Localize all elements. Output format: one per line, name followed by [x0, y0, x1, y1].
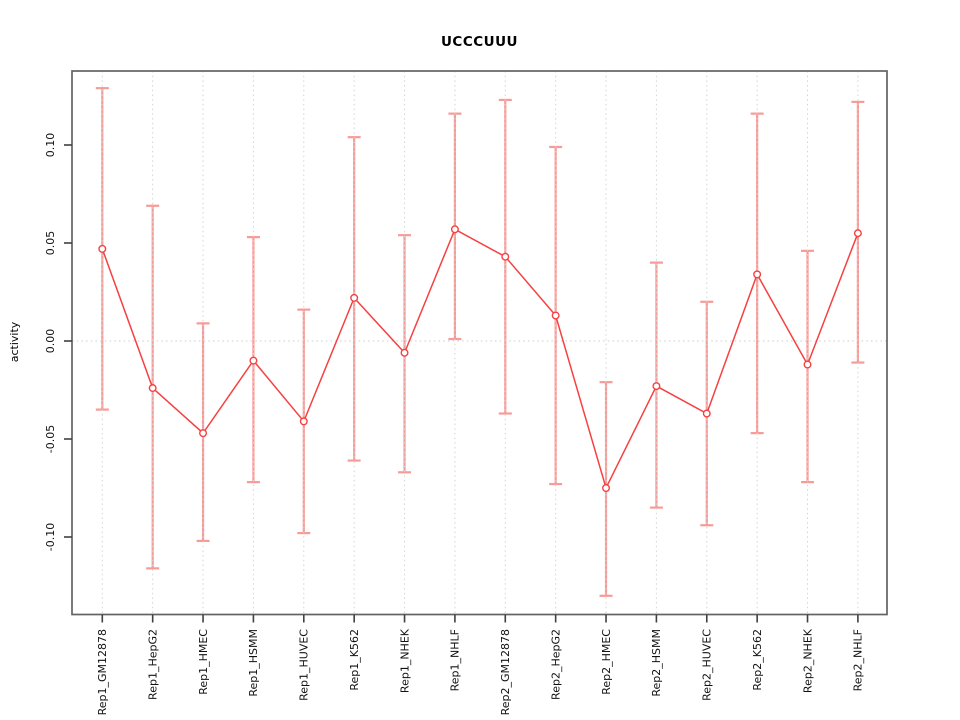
x-tick-label: Rep2_NHLF — [852, 629, 865, 691]
x-tick-label: Rep1_HMEC — [197, 629, 210, 695]
x-tick-label: Rep1_GM12878 — [96, 629, 109, 715]
data-point — [853, 229, 862, 238]
data-point — [299, 417, 308, 426]
x-tick-labels: Rep1_GM12878 Rep1_HepG2 Rep1_HMEC Rep1_HSMM… — [96, 628, 865, 715]
x-tick-label: Rep2_HMEC — [600, 629, 613, 695]
x-tick-label: Rep1_NHLF — [449, 629, 462, 691]
data-point — [450, 225, 459, 234]
data-point — [652, 382, 661, 391]
data-point — [400, 348, 409, 357]
y-tick-label: 0.00 — [44, 329, 57, 354]
data-points — [98, 225, 862, 493]
data-point — [350, 293, 359, 302]
x-tick-label: Rep1_HSMM — [247, 629, 260, 697]
data-point — [199, 429, 208, 438]
data-point — [98, 244, 107, 253]
x-tick-label: Rep2_K562 — [751, 629, 764, 691]
y-tick-label: 0.10 — [44, 133, 57, 158]
axis-ticks — [64, 144, 859, 623]
series-line — [101, 228, 859, 491]
y-tick-label: -0.05 — [44, 425, 57, 453]
x-tick-label: Rep2_HepG2 — [549, 629, 562, 700]
gridlines — [72, 71, 887, 615]
data-point — [753, 270, 762, 279]
y-tick-label: 0.05 — [44, 231, 57, 256]
x-tick-label: Rep1_K562 — [348, 629, 361, 691]
x-tick-label: Rep2_HSMM — [650, 629, 663, 697]
plot-box — [71, 70, 888, 616]
y-tick-labels: -0.10 -0.05 0.00 0.05 0.10 — [44, 133, 57, 551]
x-tick-label: Rep1_NHEK — [398, 628, 411, 693]
data-point — [249, 356, 258, 365]
x-tick-label: Rep2_GM12878 — [499, 629, 512, 715]
y-tick-label: -0.10 — [44, 523, 57, 551]
error-bars — [95, 87, 865, 597]
x-tick-label: Rep2_NHEK — [801, 628, 814, 693]
x-tick-label: Rep1_HUVEC — [298, 629, 311, 701]
chart-title: UCCCUUU — [440, 34, 519, 50]
data-point — [702, 409, 711, 418]
data-point — [803, 360, 812, 369]
data-point — [501, 252, 510, 261]
x-tick-label: Rep2_HUVEC — [701, 629, 714, 701]
data-point — [148, 384, 157, 393]
data-point — [602, 484, 611, 493]
x-tick-label: Rep1_HepG2 — [146, 629, 159, 700]
data-point — [551, 311, 560, 320]
